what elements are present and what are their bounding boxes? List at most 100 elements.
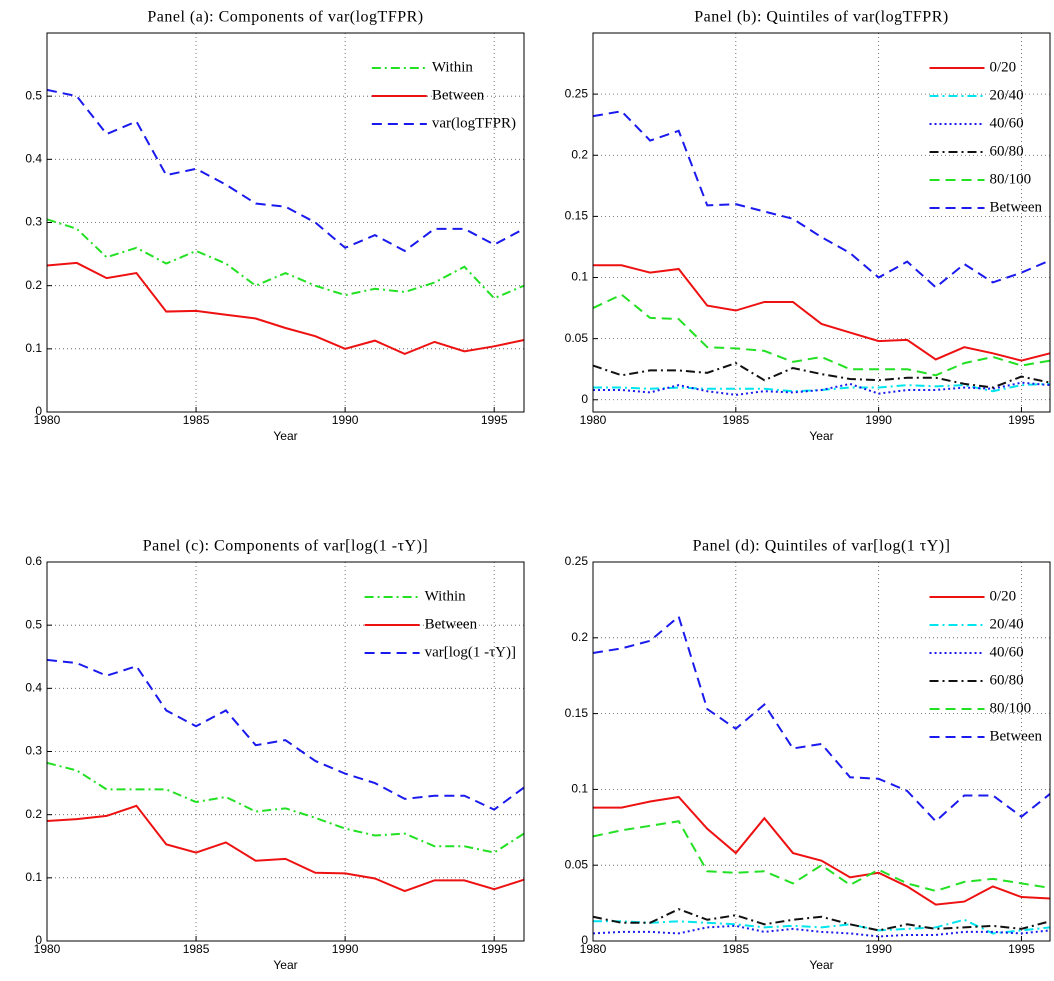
y-tick-label: 0.6 <box>25 554 42 568</box>
y-tick-label: 0.15 <box>565 706 589 720</box>
panel: 0 0.05 0.1 0.15 0.2 0.25 1980 1985 1990 1995 Panel… <box>565 538 1051 972</box>
legend-label: 80/100 <box>990 171 1032 187</box>
y-tick-label: 0.25 <box>565 86 589 100</box>
chart-title: Panel (d): Quintiles of var[log(1 τY)] <box>693 538 951 555</box>
legend-label: Between <box>990 728 1043 744</box>
series-line <box>592 820 1051 893</box>
plot-area <box>47 562 524 941</box>
legend-label: 60/80 <box>990 143 1024 159</box>
x-tick-label: 1990 <box>332 942 359 956</box>
legend-label: 20/40 <box>990 87 1024 103</box>
series-line <box>593 381 1051 396</box>
series-line <box>592 908 1051 932</box>
y-tick-label: 0.05 <box>565 331 589 345</box>
x-tick-label: 1990 <box>865 942 892 956</box>
series-line <box>46 804 525 893</box>
y-tick-label: 0.05 <box>565 857 589 871</box>
series-line <box>592 293 1051 377</box>
y-tick-label: 0.1 <box>25 870 42 884</box>
legend-label: Between <box>432 87 485 103</box>
panel: 0 0.05 0.1 0.15 0.2 0.25 1980 1985 1990 1995 Panel… <box>565 9 1051 443</box>
plot-area <box>47 33 524 412</box>
y-tick-label: 0.2 <box>25 278 42 292</box>
chart-title: Panel (b): Quintiles of var(logTFPR) <box>694 9 948 26</box>
y-tick-label: 0.1 <box>571 782 588 796</box>
x-axis-label: Year <box>809 429 833 443</box>
x-tick-label: 1995 <box>1008 413 1035 427</box>
y-tick-label: 0.2 <box>25 807 42 821</box>
y-tick-label: 0 <box>35 933 42 947</box>
x-tick-label: 1980 <box>580 413 607 427</box>
x-tick-label: 1990 <box>865 413 892 427</box>
x-tick-label: 1995 <box>481 942 508 956</box>
x-axis-label: Year <box>273 429 297 443</box>
y-tick-label: 0.1 <box>25 341 42 355</box>
axes-frame <box>46 32 525 413</box>
y-tick-label: 0.2 <box>571 147 588 161</box>
series-line <box>46 658 525 811</box>
y-tick-label: 0.1 <box>571 270 588 284</box>
axes-frame <box>592 561 1051 942</box>
legend-label: 40/60 <box>990 644 1024 660</box>
legend-label: var(logTFPR) <box>432 115 516 131</box>
y-tick-label: 0 <box>35 404 42 418</box>
x-tick-label: 1985 <box>722 413 749 427</box>
legend-label: 20/40 <box>990 616 1024 632</box>
series-line <box>593 264 1051 362</box>
y-tick-label: 0.4 <box>25 681 42 695</box>
y-tick-label: 0.3 <box>25 744 42 758</box>
series-line <box>46 761 525 854</box>
chart-title: Panel (c): Components of var[log(1 -τY)] <box>143 538 428 555</box>
legend: 0/20 20/40 40/60 60/80 80/100 Between <box>929 59 1043 215</box>
panel: 0 0.1 0.2 0.3 0.4 0.5 1980 1985 1990 1995 Panel (a… <box>25 9 525 443</box>
series-line <box>592 924 1051 938</box>
series-line <box>592 362 1051 389</box>
plot-area <box>593 562 1050 941</box>
series-line <box>593 795 1051 906</box>
series-line <box>46 88 525 253</box>
axes-frame <box>46 561 525 942</box>
chart-title: Panel (a): Components of var(logTFPR) <box>147 9 423 26</box>
legend-label: Within <box>432 59 474 75</box>
x-axis-label: Year <box>809 958 833 972</box>
legend-label: var[log(1 -τY)] <box>425 644 516 660</box>
legend-label: Within <box>425 588 467 604</box>
legend: Within Between var(logTFPR) <box>371 59 516 131</box>
y-tick-label: 0 <box>581 392 588 406</box>
legend-label: 0/20 <box>990 59 1017 75</box>
y-tick-label: 0.5 <box>25 617 42 631</box>
legend: 0/20 20/40 40/60 60/80 80/100 Between <box>929 588 1043 744</box>
series-line <box>593 918 1051 935</box>
x-tick-label: 1985 <box>183 942 210 956</box>
y-tick-label: 0.2 <box>571 630 588 644</box>
x-tick-label: 1985 <box>722 942 749 956</box>
series-line <box>46 218 525 300</box>
x-axis-label: Year <box>273 958 297 972</box>
series-line <box>592 614 1051 823</box>
legend-label: 0/20 <box>990 588 1017 604</box>
y-tick-label: 0.25 <box>565 554 589 568</box>
x-tick-label: 1980 <box>580 942 607 956</box>
x-tick-label: 1995 <box>481 413 508 427</box>
legend-label: Between <box>990 199 1043 215</box>
y-tick-label: 0.3 <box>25 215 42 229</box>
y-tick-label: 0.5 <box>25 88 42 102</box>
x-tick-label: 1980 <box>34 413 61 427</box>
x-tick-label: 1985 <box>183 413 210 427</box>
x-tick-label: 1980 <box>34 942 61 956</box>
series-line <box>46 261 525 355</box>
legend-label: 40/60 <box>990 115 1024 131</box>
y-tick-label: 0.4 <box>25 152 42 166</box>
axes-frame <box>592 32 1051 413</box>
x-tick-label: 1995 <box>1008 942 1035 956</box>
y-tick-label: 0 <box>581 933 588 947</box>
legend-label: 60/80 <box>990 672 1024 688</box>
legend-label: Between <box>425 616 478 632</box>
plot-area <box>593 33 1050 412</box>
legend-label: 80/100 <box>990 700 1032 716</box>
legend: Within Between var[log(1 -τY)] <box>364 588 516 660</box>
panel: 0 0.1 0.2 0.3 0.4 0.5 0.6 1980 1985 1990 1995 Panel… <box>25 538 525 972</box>
y-tick-label: 0.15 <box>565 209 589 223</box>
x-tick-label: 1990 <box>332 413 359 427</box>
